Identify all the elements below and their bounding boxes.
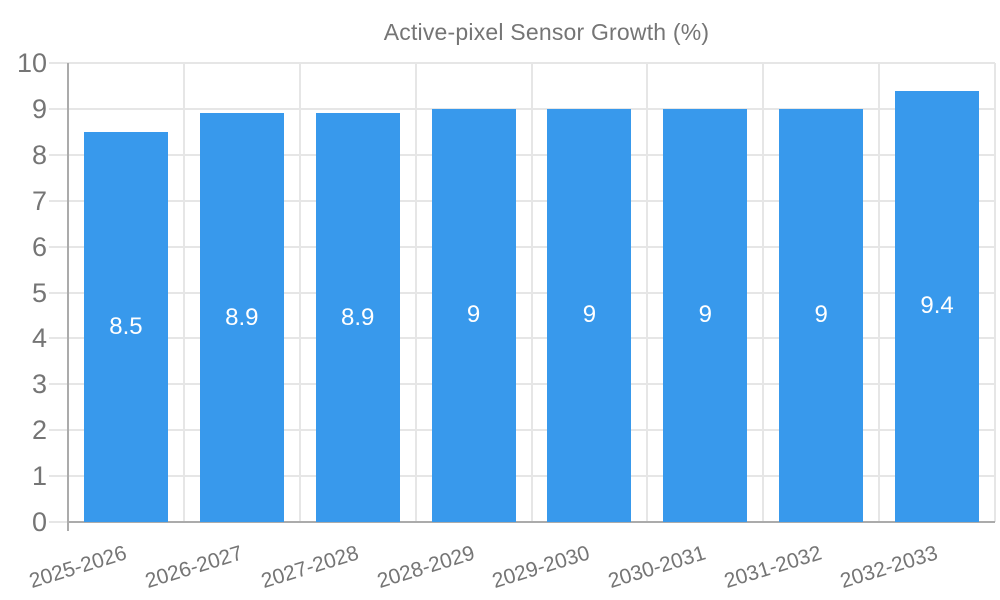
- bar[interactable]: [779, 108, 864, 522]
- bar[interactable]: [199, 113, 284, 522]
- y-tick-label: 0: [31, 507, 47, 537]
- y-axis-line: [67, 63, 69, 531]
- bar[interactable]: [663, 108, 748, 522]
- legend: Active-pixel Sensor Growth (%): [0, 19, 1000, 46]
- y-axis-tick: [49, 292, 68, 294]
- y-axis-tick: [49, 246, 68, 248]
- bar[interactable]: [315, 113, 400, 522]
- y-axis-tick: [49, 62, 68, 64]
- bar[interactable]: [83, 131, 168, 522]
- bar-value-label: 9: [466, 301, 481, 329]
- y-tick-label: 7: [31, 186, 47, 216]
- bar[interactable]: [431, 108, 516, 522]
- gridline: [994, 63, 996, 522]
- gridline: [878, 63, 880, 522]
- y-axis-tick: [49, 108, 68, 110]
- gridline: [299, 63, 301, 522]
- y-tick-label: 9: [31, 94, 47, 124]
- gridline: [762, 63, 764, 522]
- bar-value-label: 8.5: [109, 312, 143, 340]
- y-axis-tick: [49, 383, 68, 385]
- y-axis-tick: [49, 475, 68, 477]
- y-tick-label: 5: [31, 278, 47, 308]
- bar-value-label: 8.9: [225, 303, 259, 331]
- bar-value-label: 8.9: [341, 303, 375, 331]
- y-axis-tick: [49, 200, 68, 202]
- gridline: [183, 63, 185, 522]
- bar-value-label: 9: [582, 301, 597, 329]
- y-tick-label: 3: [31, 369, 47, 399]
- y-tick-label: 1: [31, 461, 47, 491]
- y-axis-tick: [49, 337, 68, 339]
- gridline: [531, 63, 533, 522]
- y-tick-label: 2: [31, 415, 47, 445]
- gridline: [646, 63, 648, 522]
- bar[interactable]: [547, 108, 632, 522]
- y-axis-tick: [49, 429, 68, 431]
- bar-value-label: 9.4: [920, 292, 954, 320]
- gridline: [415, 63, 417, 522]
- legend-label[interactable]: Active-pixel Sensor Growth (%): [383, 19, 710, 45]
- y-axis-tick: [49, 521, 68, 523]
- y-tick-label: 4: [31, 323, 47, 353]
- bar-value-label: 9: [814, 301, 828, 329]
- bar[interactable]: [895, 90, 980, 522]
- y-tick-label: 10: [16, 48, 47, 78]
- bar-value-label: 9: [698, 301, 712, 329]
- y-tick-label: 6: [31, 232, 47, 262]
- y-axis-tick: [49, 154, 68, 156]
- x-axis-line: [68, 521, 995, 523]
- y-tick-label: 8: [31, 140, 47, 170]
